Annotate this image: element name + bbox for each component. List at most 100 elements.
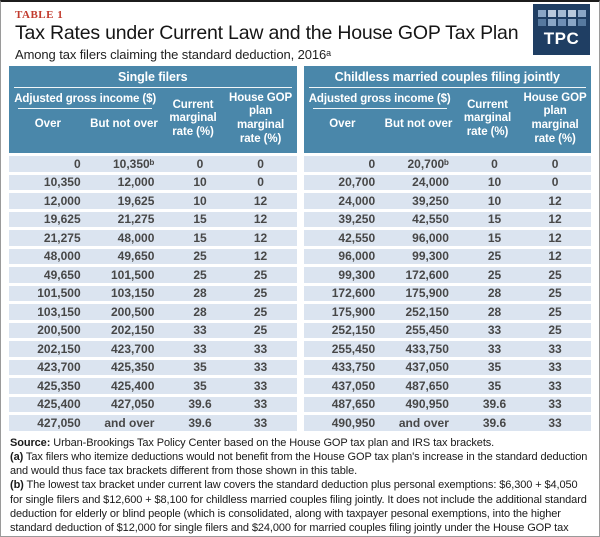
table-cell: 99,300	[412, 249, 449, 264]
table-cell: 172,600	[405, 267, 449, 282]
table-row: 101,500 103,150 28 25	[9, 285, 297, 301]
table-cell: 99,300	[338, 267, 376, 282]
subheader-row: Adjusted gross income ($) Over But not o…	[304, 88, 592, 150]
table-cell: 15	[193, 212, 207, 227]
table-cell: 39.6	[188, 397, 212, 412]
footnote-a-lead: (a)	[10, 450, 24, 463]
table-row: 490,950 and over 39.6 33	[303, 415, 591, 431]
table-row: 172,600 175,900 28 25	[303, 285, 591, 301]
table-cell: 255,450	[331, 341, 376, 356]
table-cell: 25	[253, 304, 268, 319]
table-cell: 12,000	[117, 175, 155, 190]
table-cell: 33	[193, 323, 207, 338]
agi-subcolumns: Over But not over	[9, 118, 161, 130]
table-cell: 425,350	[110, 360, 155, 375]
table-row: 103,150 200,500 28 25	[9, 304, 297, 320]
table-cell: 39,250	[412, 193, 449, 208]
table-row: 423,700 425,350 35 33	[9, 359, 297, 375]
table-cell: 0	[368, 156, 376, 171]
footnotes: Source: Urban-Brookings Tax Policy Cente…	[10, 436, 590, 537]
table-cell: 10,350	[43, 175, 81, 190]
group-title: Single filers	[117, 70, 188, 84]
table-cell: 25	[548, 267, 562, 282]
table-cell: 25	[193, 249, 207, 264]
table-row: 19,625 21,275 15 12	[9, 211, 297, 227]
table-cell: and over	[104, 415, 155, 430]
table-cell: 28	[193, 286, 207, 301]
tax-tables: Single filers Adjusted gross income ($) …	[9, 66, 591, 434]
table-cell: 423,700	[37, 360, 81, 375]
table-cell: 33	[548, 397, 562, 412]
table-cell: 35	[487, 378, 502, 393]
footnote-b: (b) The lowest tax bracket under current…	[10, 478, 590, 536]
footnote-b-lead: (b)	[10, 479, 24, 492]
table-cell: 490,950	[331, 415, 376, 430]
table-cell: 427,050	[37, 415, 81, 430]
but-not-over-column-header: But not over	[384, 118, 453, 130]
table-cell: 427,050	[110, 397, 155, 412]
footnote-a-text: Tax filers who itemize deductions would …	[10, 450, 588, 478]
over-column-header: Over	[34, 118, 61, 130]
table-cell: 35	[487, 360, 502, 375]
table-cell: 33	[487, 341, 502, 356]
table-cell: 175,900	[405, 286, 449, 301]
table-cell: 39.6	[482, 415, 507, 430]
table-cell: 25	[253, 267, 268, 282]
table-cell: 10	[487, 175, 502, 190]
table-row: 10,350 12,000 10 0	[9, 174, 297, 190]
table-cell: 48,000	[43, 249, 81, 264]
gop-rate-column-header: House GOP plan marginal rate (%)	[523, 91, 587, 145]
group-title: Childless married couples filing jointly	[334, 70, 560, 84]
agi-header-block: Adjusted gross income ($) Over But not o…	[9, 88, 161, 150]
table-cell: 15	[487, 230, 502, 245]
table-cell: 200,500	[110, 304, 155, 319]
table-row: 175,900 252,150 28 25	[303, 304, 591, 320]
table-row: 427,050 and over 39.6 33	[9, 415, 297, 431]
table-cell: 10,350ᵇ	[112, 156, 155, 171]
table-header: Childless married couples filing jointly…	[303, 66, 592, 153]
subheader-row: Adjusted gross income ($) Over But not o…	[9, 88, 297, 150]
table-cell: 21,275	[117, 212, 155, 227]
table-row: 39,250 42,550 15 12	[303, 211, 591, 227]
table-cell: 433,750	[405, 341, 449, 356]
table-cell: 490,950	[405, 397, 449, 412]
table-cell: 33	[253, 415, 268, 430]
current-rate-column-header: Current marginal rate (%)	[463, 98, 512, 138]
table-cell: 96,000	[412, 230, 449, 245]
table-cell: 28	[193, 304, 207, 319]
tpc-logo: TPC	[533, 4, 590, 55]
table-cell: 0	[491, 156, 498, 171]
table-cell: 19,625	[117, 193, 155, 208]
table-cell: 25	[487, 267, 502, 282]
table-cell: 101,500	[37, 286, 81, 301]
table-body: 0 20,700ᵇ 0 0 20,700 24,000 10 0 24,000 39,250 10 1…	[303, 156, 591, 431]
table-cell: 0	[73, 156, 81, 171]
table-cell: 103,150	[37, 304, 81, 319]
table-header: Single filers Adjusted gross income ($) …	[9, 66, 297, 153]
table-number-label: TABLE 1	[15, 9, 64, 21]
table-cell: 200,500	[37, 323, 81, 338]
table-row: 200,500 202,150 33 25	[9, 322, 297, 338]
table-cell: 20,700ᵇ	[407, 156, 449, 171]
source-text: Urban-Brookings Tax Policy Center based …	[50, 436, 495, 449]
footnote-b-text: The lowest tax bracket under current law…	[10, 479, 587, 535]
table-cell: 103,150	[110, 286, 155, 301]
page-subtitle: Among tax filers claiming the standard d…	[15, 47, 331, 62]
table-cell: 0	[196, 156, 204, 171]
table-cell: 25	[548, 323, 562, 338]
table-cell: 0	[257, 175, 264, 190]
table-cell: 10	[193, 193, 207, 208]
table-row: 12,000 19,625 10 12	[9, 193, 297, 209]
table-cell: 12	[548, 230, 562, 245]
table-row: 24,000 39,250 10 12	[303, 193, 591, 209]
agi-divider	[18, 108, 153, 109]
source-note: Source: Urban-Brookings Tax Policy Cente…	[10, 436, 590, 450]
table-cell: 33	[193, 341, 207, 356]
table-row: 99,300 172,600 25 25	[303, 267, 591, 283]
agi-header-block: Adjusted gross income ($) Over But not o…	[304, 88, 456, 150]
table-cell: 25	[548, 304, 562, 319]
table-row: 20,700 24,000 10 0	[303, 174, 591, 190]
table-cell: 20,700	[338, 175, 376, 190]
current-rate-column-header: Current marginal rate (%)	[169, 98, 217, 138]
